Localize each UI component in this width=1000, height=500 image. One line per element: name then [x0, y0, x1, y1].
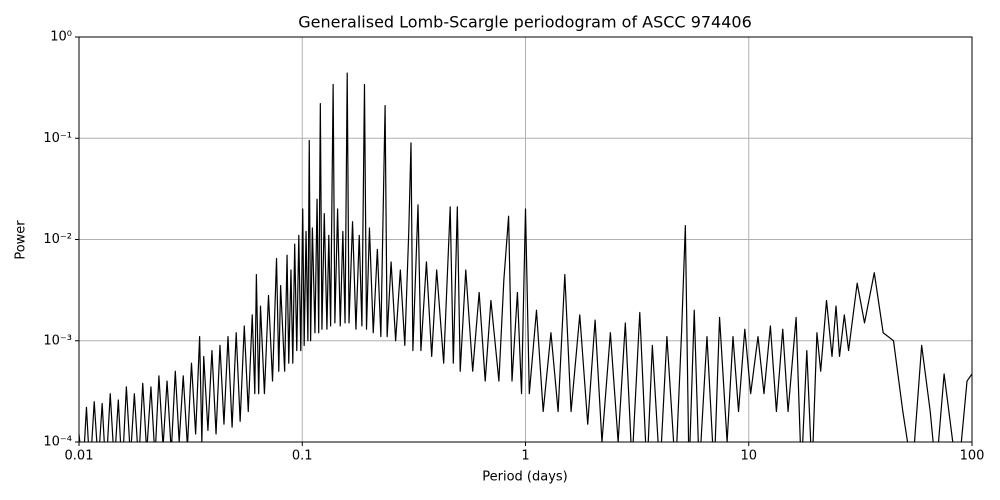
x-tick-label: 0.01	[65, 449, 94, 464]
axes: 0.01 0.1 1 10 100 10⁻⁴ 10⁻³ 10⁻² 10⁻¹ 10⁰	[43, 30, 984, 464]
y-tick-label: 10⁻³	[43, 333, 72, 348]
x-tick-label: 1	[521, 449, 529, 464]
y-tick-label: 10⁻⁴	[43, 435, 72, 450]
x-tick-label: 100	[960, 449, 985, 464]
plot-area	[79, 72, 972, 442]
x-tick-label: 0.1	[292, 449, 313, 464]
x-axis-label: Period (days)	[482, 470, 568, 485]
y-tick-label: 10⁻²	[43, 232, 72, 247]
chart-title: Generalised Lomb-Scargle periodogram of …	[298, 13, 752, 32]
y-axis-label: Power	[14, 220, 29, 260]
y-tick-label: 10⁰	[50, 30, 72, 45]
periodogram-line	[79, 72, 972, 442]
x-tick-label: 10	[740, 449, 757, 464]
y-tick-label: 10⁻¹	[43, 131, 72, 146]
